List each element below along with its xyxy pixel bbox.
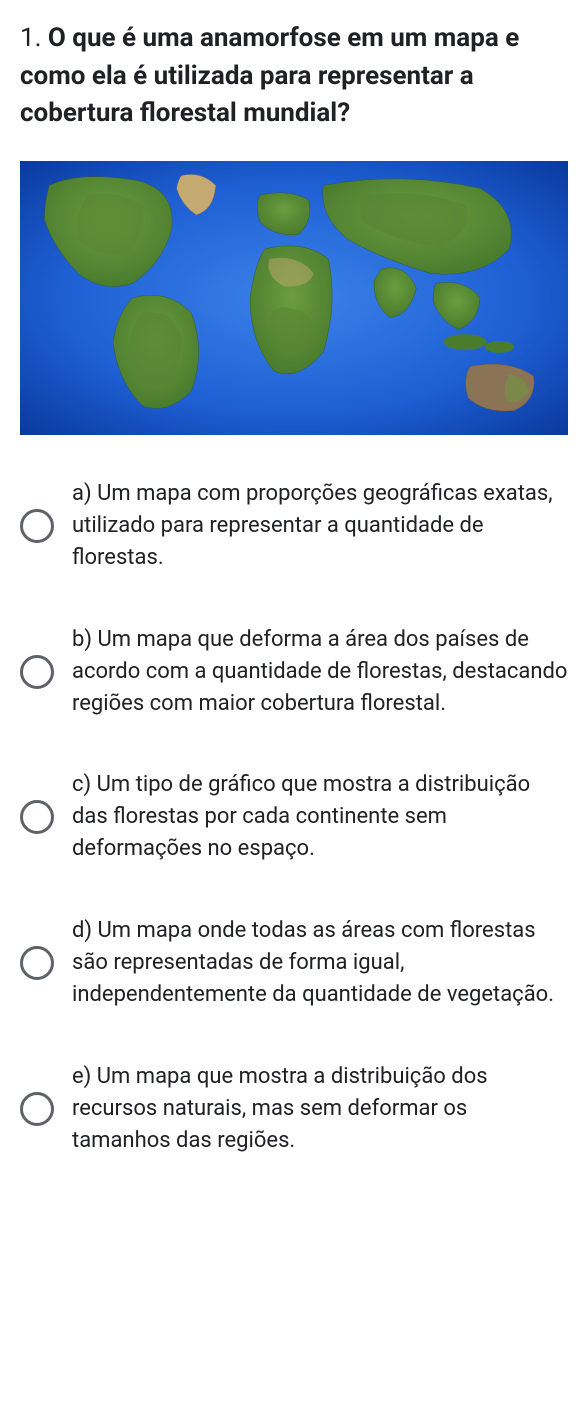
radio-icon[interactable] bbox=[20, 1092, 54, 1126]
option-a[interactable]: a) Um mapa com proporções geográficas ex… bbox=[20, 478, 568, 574]
option-label: c) Um tipo de gráfico que mostra a distr… bbox=[72, 769, 568, 865]
option-c[interactable]: c) Um tipo de gráfico que mostra a distr… bbox=[20, 769, 568, 865]
options-list: a) Um mapa com proporções geográficas ex… bbox=[20, 478, 568, 1156]
option-label: d) Um mapa onde todas as áreas com flore… bbox=[72, 915, 568, 1011]
question-text: O que é uma anamorfose em um mapa e como… bbox=[20, 23, 519, 128]
question-number: 1. bbox=[20, 23, 48, 53]
radio-icon[interactable] bbox=[20, 800, 54, 834]
radio-icon[interactable] bbox=[20, 655, 54, 689]
radio-icon[interactable] bbox=[20, 509, 54, 543]
option-label: a) Um mapa com proporções geográficas ex… bbox=[72, 478, 568, 574]
option-b[interactable]: b) Um mapa que deforma a área dos países… bbox=[20, 624, 568, 720]
option-e[interactable]: e) Um mapa que mostra a distribuição dos… bbox=[20, 1061, 568, 1157]
radio-icon[interactable] bbox=[20, 946, 54, 980]
option-label: e) Um mapa que mostra a distribuição dos… bbox=[72, 1061, 568, 1157]
option-d[interactable]: d) Um mapa onde todas as áreas com flore… bbox=[20, 915, 568, 1011]
question-header: 1. O que é uma anamorfose em um mapa e c… bbox=[20, 20, 568, 133]
option-label: b) Um mapa que deforma a área dos países… bbox=[72, 624, 568, 720]
world-map-image bbox=[20, 158, 568, 438]
